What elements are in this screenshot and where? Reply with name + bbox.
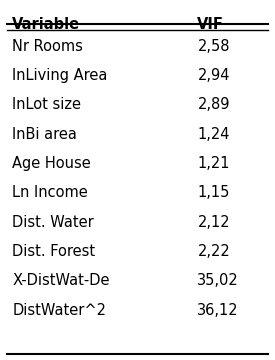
Text: Dist. Forest: Dist. Forest — [12, 244, 95, 259]
Text: lnBi area: lnBi area — [12, 127, 77, 142]
Text: 1,21: 1,21 — [197, 156, 230, 171]
Text: 1,24: 1,24 — [197, 127, 230, 142]
Text: 2,12: 2,12 — [197, 215, 230, 230]
Text: X-DistWat-De: X-DistWat-De — [12, 273, 110, 288]
Text: 2,94: 2,94 — [197, 68, 230, 83]
Text: Dist. Water: Dist. Water — [12, 215, 94, 230]
Text: Ln Income: Ln Income — [12, 185, 88, 201]
Text: 2,22: 2,22 — [197, 244, 230, 259]
Text: 2,89: 2,89 — [197, 98, 230, 112]
Text: VIF: VIF — [197, 18, 224, 32]
Text: 2,58: 2,58 — [197, 39, 230, 54]
Text: lnLiving Area: lnLiving Area — [12, 68, 108, 83]
Text: Variable: Variable — [12, 18, 80, 32]
Text: DistWater^2: DistWater^2 — [12, 302, 106, 318]
Text: Nr Rooms: Nr Rooms — [12, 39, 83, 54]
Text: lnLot size: lnLot size — [12, 98, 81, 112]
Text: 36,12: 36,12 — [197, 302, 239, 318]
Text: 1,15: 1,15 — [197, 185, 230, 201]
Text: 35,02: 35,02 — [197, 273, 239, 288]
Text: Age House: Age House — [12, 156, 91, 171]
